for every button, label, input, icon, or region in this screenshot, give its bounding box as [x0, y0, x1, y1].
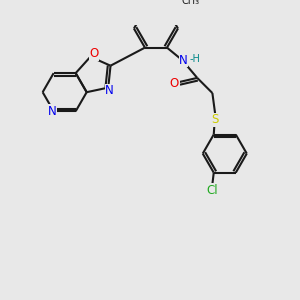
- Text: -H: -H: [190, 55, 201, 64]
- Text: O: O: [170, 77, 179, 90]
- Text: N: N: [105, 84, 114, 98]
- Text: O: O: [89, 47, 98, 60]
- Text: Cl: Cl: [207, 184, 218, 197]
- Text: N: N: [179, 53, 188, 67]
- Text: S: S: [212, 113, 219, 126]
- Text: N: N: [48, 105, 57, 118]
- Text: CH₃: CH₃: [182, 0, 200, 6]
